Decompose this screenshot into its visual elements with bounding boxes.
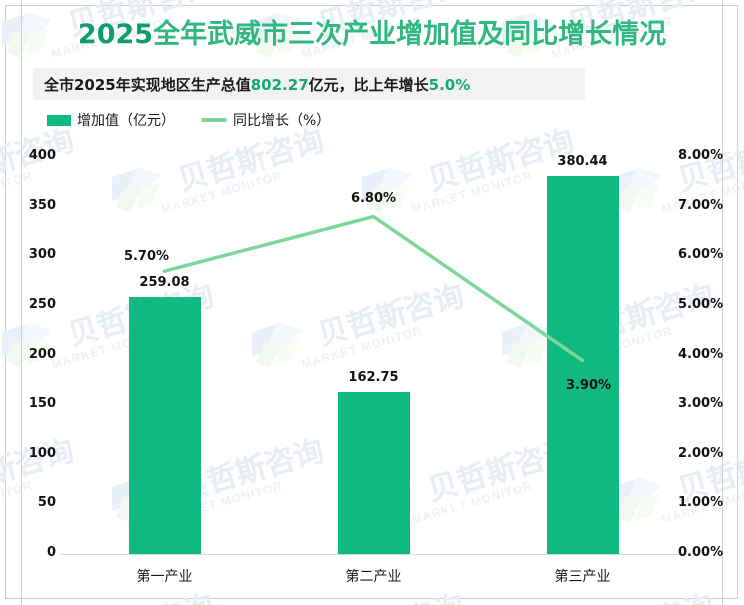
bar-value-label-3: 380.44 — [557, 154, 608, 170]
y-axis-right-tick: 8.00% — [678, 148, 724, 163]
y-axis-right-tick: 5.00% — [678, 296, 724, 312]
x-axis-label-1: 第一产业 — [136, 569, 193, 585]
y-axis-left-tick: 350 — [28, 197, 56, 213]
subtitle-growth-value: 5.0% — [428, 75, 471, 94]
bar-value-label-1: 259.08 — [139, 274, 190, 290]
legend-line-swatch-icon — [201, 118, 227, 122]
legend-bar-swatch-icon — [47, 114, 71, 126]
y-axis-right-tick: 4.00% — [678, 346, 724, 362]
y-axis-right-tick: 6.00% — [678, 247, 724, 263]
bar-2[interactable] — [337, 392, 410, 554]
bar-1[interactable] — [128, 296, 201, 554]
subtitle-prefix: 全市2025年实现地区生产总值 — [44, 75, 251, 94]
y-axis-right-tick: 2.00% — [678, 445, 724, 461]
subtitle-banner: 全市2025年实现地区生产总值802.27亿元，比上年增长5.0% — [33, 68, 585, 100]
y-axis-left-line — [21, 0, 22, 605]
legend-item-bar[interactable]: 增加值（亿元） — [47, 110, 175, 130]
y-axis-left-tick: 100 — [28, 445, 56, 461]
line-value-label-3: 3.90% — [565, 378, 612, 394]
y-axis-left-tick: 250 — [28, 296, 56, 312]
line-value-label-1: 5.70% — [123, 249, 170, 265]
growth-line — [162, 214, 585, 363]
y-axis-left-tick: 200 — [28, 346, 56, 362]
line-value-label-2: 6.80% — [350, 190, 397, 206]
y-axis-left-tick: 400 — [28, 148, 56, 163]
legend-item-line[interactable]: 同比增长（%） — [201, 110, 330, 130]
y-axis-left-tick: 0 — [46, 545, 56, 560]
x-axis-label-2: 第二产业 — [345, 569, 402, 585]
y-axis-right-tick: 1.00% — [678, 495, 724, 511]
page-title: 2025全年武威市三次产业增加值及同比增长情况 — [0, 18, 744, 52]
title-year: 2025 — [77, 19, 154, 50]
legend-bar-label: 增加值（亿元） — [77, 113, 175, 129]
bar-3[interactable] — [546, 176, 619, 554]
x-axis-label-3: 第三产业 — [554, 569, 611, 585]
bar-value-label-2: 162.75 — [348, 370, 399, 386]
title-text: 全年武威市三次产业增加值及同比增长情况 — [153, 19, 667, 50]
legend-line-label: 同比增长（%） — [233, 113, 331, 129]
subtitle-gdp-value: 802.27 — [250, 75, 309, 94]
y-axis-left-tick: 50 — [37, 495, 56, 511]
y-axis-right-tick: 3.00% — [678, 396, 724, 412]
chart-legend: 增加值（亿元） 同比增长（%） — [47, 110, 330, 130]
subtitle-text: 全市2025年实现地区生产总值802.27亿元，比上年增长5.0% — [44, 74, 470, 95]
y-axis-left-tick: 300 — [28, 247, 56, 263]
y-axis-right-tick: 7.00% — [678, 197, 724, 213]
y-axis-left-tick: 150 — [28, 396, 56, 412]
y-axis-right-line — [722, 0, 723, 605]
y-axis-right-tick: 0.00% — [678, 545, 724, 560]
x-axis-line — [60, 554, 687, 555]
subtitle-middle: 亿元，比上年增长 — [308, 75, 429, 94]
